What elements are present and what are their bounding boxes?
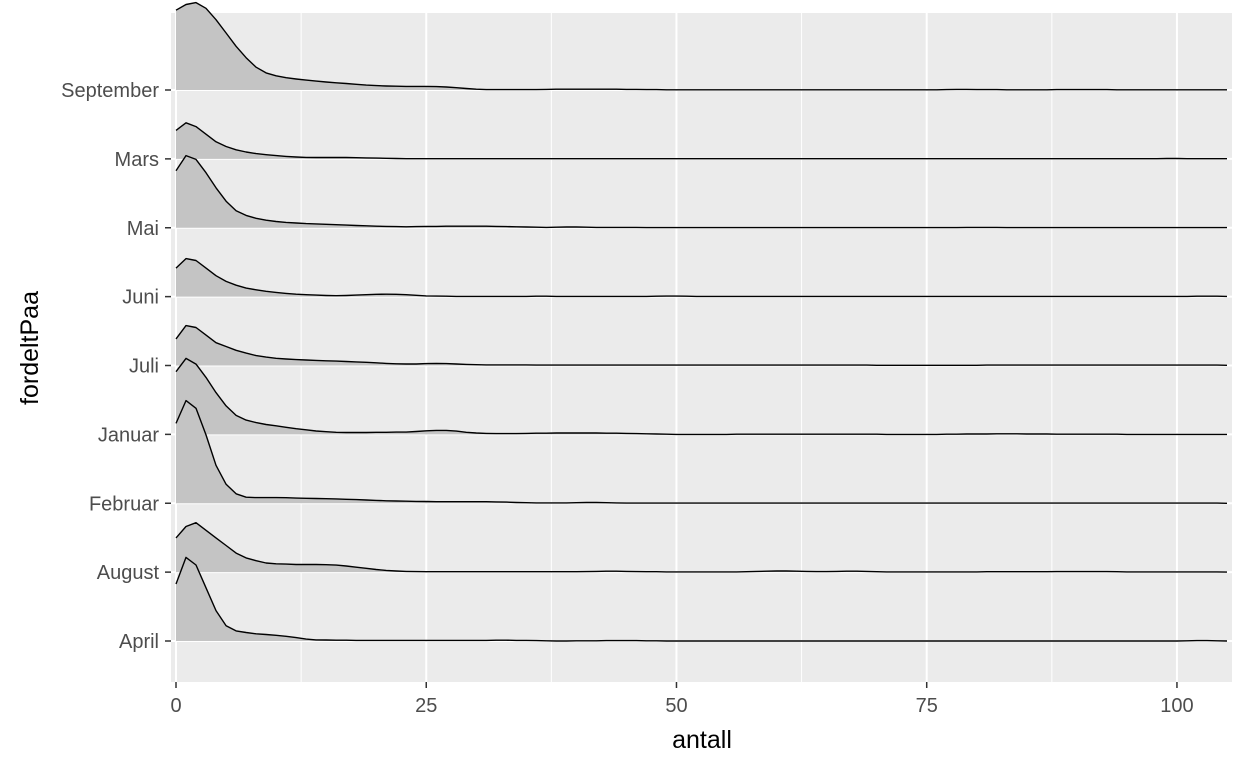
ridge-layer [175,1,1228,642]
x-tick-label: 25 [415,695,437,717]
y-tick-label-mars: Mars [115,149,159,171]
axis-layer: April August Februar Januar Juli Juni Mai Mars S… [61,80,1193,717]
ridge-line-mai [175,154,1227,229]
y-tick-label-januar: Januar [98,424,159,446]
y-tick-label-april: April [119,631,159,653]
x-tick-label: 75 [916,695,938,717]
plot-panel [171,13,1232,682]
ridge-line-februar [175,399,1228,504]
ridge-line-april [175,556,1228,642]
y-axis-title: fordeltPaa [16,291,44,405]
ridge-line-juni [175,257,1228,298]
ridge-line-mars [175,122,1227,160]
x-tick-label: 50 [665,695,687,717]
ridge-line-januar [175,357,1227,436]
x-tick-label: 100 [1160,695,1193,717]
ridge-line-september [175,1,1227,91]
y-tick-label-august: August [97,562,160,584]
x-axis-title: antall [672,726,732,754]
y-tick-label-mai: Mai [127,218,159,240]
y-tick-label-september: September [61,80,159,102]
x-tick-label: 0 [170,695,181,717]
ridge-area-august [176,522,1227,573]
ridge-line-august [175,522,1228,573]
y-tick-label-juni: Juni [122,287,159,309]
ridge-line-juli [175,324,1228,366]
ridge-area-juli [176,325,1227,366]
ridge-area-september [176,2,1227,91]
y-tick-label-februar: Februar [89,493,159,515]
y-tick-label-juli: Juli [129,356,159,378]
